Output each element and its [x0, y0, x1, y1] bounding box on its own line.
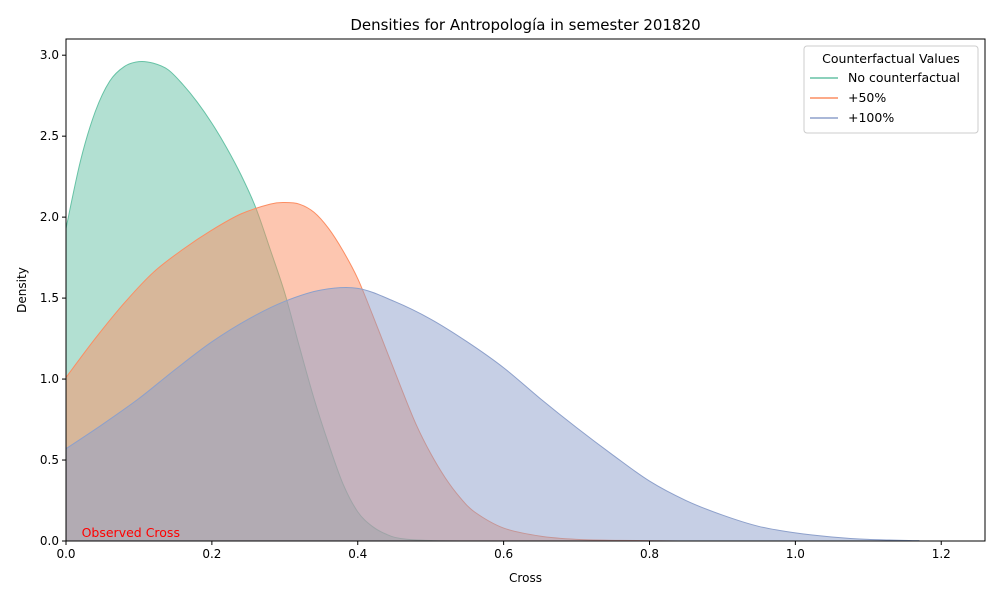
legend: Counterfactual Values No counterfactual +… — [803, 45, 979, 134]
y-tick-label: 2.0 — [40, 210, 59, 224]
y-tick-label: 0.5 — [40, 453, 59, 467]
y-tick-label: 1.0 — [40, 372, 59, 386]
x-tick-label: 0.4 — [348, 547, 367, 561]
y-axis: 0.0 0.5 1.0 1.5 2.0 2.5 3.0 — [40, 48, 66, 548]
legend-box — [803, 45, 979, 134]
x-axis-label: Cross — [509, 571, 542, 585]
plot-frame — [65, 38, 986, 542]
x-axis: 0.0 0.2 0.4 0.6 0.8 1.0 1.2 — [56, 541, 951, 561]
density-area-series-3 — [66, 287, 920, 541]
x-tick-label: 0.8 — [640, 547, 659, 561]
x-tick-label: 1.0 — [786, 547, 805, 561]
x-tick-label: 0.6 — [494, 547, 513, 561]
legend-label: No counterfactual — [848, 70, 960, 85]
legend-entry-series-2: +50% — [810, 90, 886, 105]
density-line-series-3 — [65, 286, 920, 542]
legend-entry-series-1: No counterfactual — [810, 70, 960, 85]
legend-entry-series-3: +100% — [810, 110, 894, 125]
observed-cross-annotation: Observed Cross — [82, 525, 180, 540]
chart-title: Densities for Antropología in semester 2… — [350, 16, 700, 34]
y-tick-label: 0.0 — [40, 534, 59, 548]
y-axis-label: Density — [15, 267, 29, 313]
y-tick-label: 3.0 — [40, 48, 59, 62]
legend-label: +100% — [848, 110, 894, 125]
y-tick-label: 1.5 — [40, 291, 59, 305]
x-tick-label: 0.0 — [56, 547, 75, 561]
legend-label: +50% — [848, 90, 886, 105]
x-tick-label: 0.2 — [202, 547, 221, 561]
legend-title: Counterfactual Values — [822, 51, 960, 66]
x-tick-label: 1.2 — [932, 547, 951, 561]
y-tick-label: 2.5 — [40, 129, 59, 143]
plot-area — [65, 61, 920, 542]
